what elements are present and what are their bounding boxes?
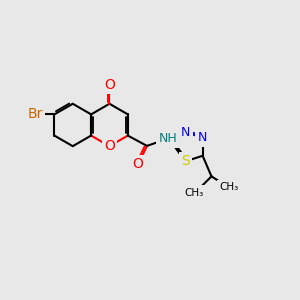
Text: N: N [198,131,207,144]
Text: O: O [104,78,115,92]
Text: Br: Br [28,107,43,122]
Text: O: O [133,157,144,171]
Text: O: O [104,139,115,153]
Text: N: N [181,126,190,139]
Text: S: S [181,154,190,168]
Text: NH: NH [159,132,178,145]
Text: CH₃: CH₃ [220,182,239,192]
Text: CH₃: CH₃ [184,188,203,198]
